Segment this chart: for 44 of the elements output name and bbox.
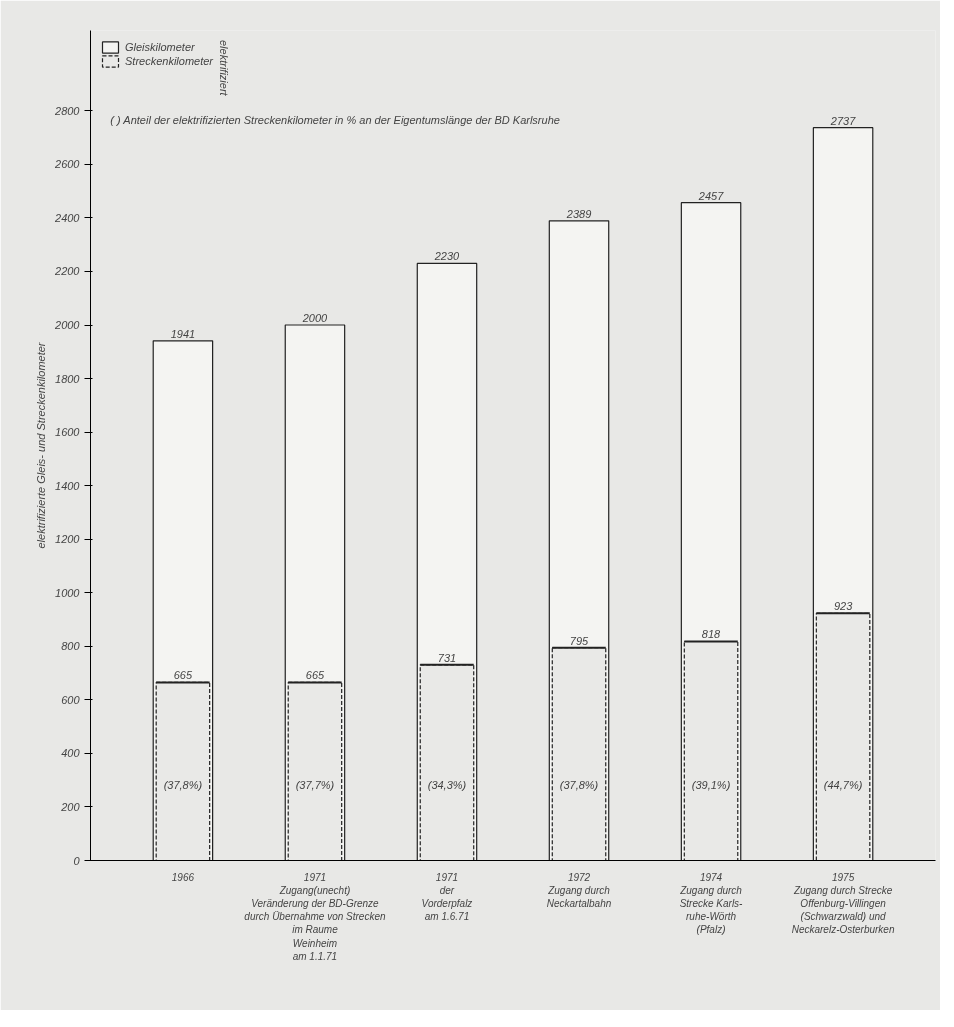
y-tick-label: 200 bbox=[60, 800, 81, 813]
y-axis-title: elektrifizierte Gleis- und Streckenkilometer bbox=[35, 341, 48, 549]
y-tick-label: 2400 bbox=[54, 211, 81, 224]
data-label: 2230 bbox=[433, 250, 461, 263]
x-tick-label: 1974 Zugang durch Strecke Karls- ruhe-Wörth (Pfalz) bbox=[679, 871, 744, 936]
y-tick-label: 2200 bbox=[54, 265, 81, 278]
annotation: (39,1%) bbox=[691, 778, 731, 791]
annotation: (37,7%) bbox=[295, 778, 335, 791]
y-tick-label: 1000 bbox=[55, 586, 81, 599]
y-tick-label: 400 bbox=[61, 747, 81, 760]
legend-label: Streckenkilometer bbox=[125, 55, 214, 67]
data-label: 2457 bbox=[697, 189, 725, 202]
y-tick-label: 1400 bbox=[55, 479, 81, 492]
data-label: 2000 bbox=[301, 312, 329, 325]
annotation: (44,7%) bbox=[823, 778, 863, 791]
x-tick-label: 1966 bbox=[171, 871, 195, 883]
data-label: 1941 bbox=[170, 327, 196, 340]
data-label: 2389 bbox=[565, 207, 592, 220]
data-label: 795 bbox=[569, 634, 590, 647]
y-tick-label: 1200 bbox=[55, 533, 81, 546]
y-tick-label: 1800 bbox=[55, 372, 81, 385]
data-label: 2737 bbox=[829, 114, 857, 127]
annotation: ( ) Anteil der elektrifizierten Streckenkilometer in % an der Eigentumslänge der BD Karlsruhe bbox=[110, 113, 560, 126]
x-tick-label: 1975 Zugang durch Strecke Offenburg-Villingen (Schwarzwald) und Neckarelz-Osterburken bbox=[791, 871, 895, 936]
data-label: 665 bbox=[173, 669, 193, 682]
annotation: (37,8%) bbox=[163, 778, 203, 791]
legend-label: Gleiskilometer bbox=[125, 41, 195, 53]
y-tick-label: 2600 bbox=[54, 158, 81, 171]
annotation: (37,8%) bbox=[559, 778, 599, 791]
x-tick-label: 1971 Zugang(unecht) Veränderung der BD-Grenze durch Übernahme von Strecken im Raume Weinheim am 1.1.71 bbox=[244, 871, 386, 962]
data-label: 731 bbox=[437, 651, 457, 664]
data-label: 818 bbox=[701, 628, 722, 641]
data-label: 665 bbox=[305, 669, 326, 682]
data-label: 923 bbox=[833, 600, 854, 613]
y-tick-label: 2800 bbox=[54, 104, 81, 117]
y-tick-label: 800 bbox=[61, 640, 81, 653]
y-tick-label: 2000 bbox=[54, 319, 81, 332]
legend-title: elektrifiziert bbox=[218, 40, 231, 96]
y-tick-label: 600 bbox=[61, 693, 81, 706]
y-tick-label: 0 bbox=[73, 854, 81, 867]
x-tick-label: 1971 der Vorderpfalz am 1.6.71 bbox=[421, 871, 473, 923]
x-tick-label: 1972 Zugang durch Neckartalbahn bbox=[546, 871, 612, 909]
annotation: (34,3%) bbox=[427, 778, 467, 791]
y-tick-label: 1600 bbox=[55, 426, 81, 439]
